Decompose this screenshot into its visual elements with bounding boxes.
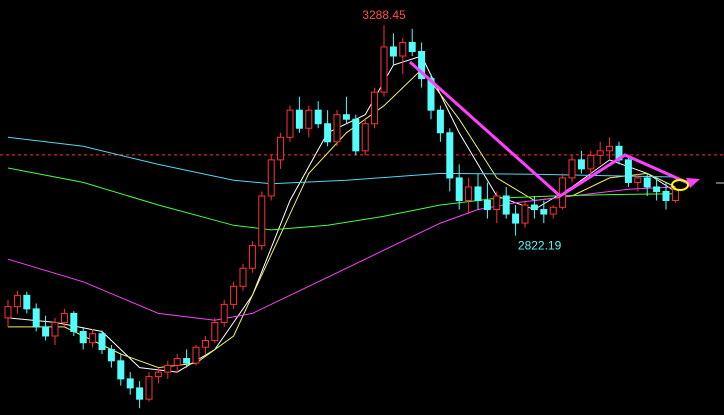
candle-body: [239, 267, 247, 287]
candle-body: [154, 371, 162, 378]
candle-body: [324, 123, 332, 143]
candle-body: [258, 195, 266, 247]
candle-body: [248, 245, 256, 269]
candle-body: [606, 145, 614, 152]
candle-body: [164, 364, 172, 373]
candle-body: [653, 186, 661, 192]
trend-arrow: [409, 60, 689, 198]
candle-body: [70, 312, 78, 332]
candle-body: [530, 204, 538, 211]
candle-body: [230, 285, 238, 305]
candle-body: [389, 46, 397, 57]
arrow-head: [686, 178, 700, 188]
candle-body: [201, 339, 209, 348]
candle-body: [577, 159, 585, 170]
candle-body: [399, 41, 407, 57]
candle-body: [474, 186, 482, 202]
candle-body: [380, 46, 388, 93]
candle-body: [502, 195, 510, 215]
candle-body: [427, 78, 435, 111]
candle-body: [305, 109, 313, 129]
candle-body: [662, 190, 670, 202]
candle-body: [568, 159, 576, 179]
candle-body: [89, 333, 97, 344]
candle-body: [286, 109, 294, 138]
candle-body: [192, 346, 200, 364]
candle-body: [220, 303, 228, 323]
candle-body: [521, 204, 529, 224]
candle-layer: [4, 25, 679, 409]
candle-body: [136, 387, 144, 400]
candle-body: [624, 159, 632, 183]
candle-body: [371, 91, 379, 125]
candle-body: [465, 186, 473, 202]
candle-body: [333, 114, 341, 143]
candle-body: [361, 123, 369, 152]
candle-body: [643, 177, 651, 188]
candle-body: [13, 294, 21, 308]
candle-body: [126, 378, 134, 389]
candle-body: [173, 358, 181, 366]
candle-body: [314, 109, 322, 125]
candle-body: [277, 136, 285, 161]
candle-body: [408, 41, 416, 52]
candle-body: [512, 213, 520, 224]
candle-body: [455, 177, 463, 202]
candle-body: [32, 308, 40, 328]
candle-body: [596, 150, 604, 156]
candle-body: [634, 177, 642, 183]
candle-body: [4, 306, 12, 319]
candle-body: [79, 330, 87, 344]
candle-body: [145, 376, 153, 400]
candle-body: [418, 50, 426, 80]
candle-body: [352, 118, 360, 152]
candle-body: [23, 294, 31, 310]
candle-body: [98, 333, 106, 351]
candle-body: [183, 358, 191, 364]
candle-body: [671, 188, 679, 202]
candle-body: [295, 109, 303, 129]
candle-body: [107, 349, 115, 362]
candle-body: [587, 154, 595, 170]
candle-body: [60, 312, 68, 323]
candle-body: [51, 321, 59, 337]
candle-body: [493, 195, 501, 211]
candle-body: [540, 209, 548, 215]
low-label: 2822.19: [518, 239, 562, 253]
candle-body: [436, 109, 444, 134]
highlight-ellipse: [671, 179, 689, 191]
candle-body: [446, 132, 454, 179]
candle-body: [342, 114, 350, 120]
candle-body: [117, 360, 125, 380]
candle-body: [483, 200, 491, 211]
candle-body: [42, 326, 50, 337]
candle-body: [549, 206, 557, 215]
high-label: 3288.45: [362, 8, 406, 22]
candle-body: [211, 321, 219, 341]
candle-body: [267, 159, 275, 197]
